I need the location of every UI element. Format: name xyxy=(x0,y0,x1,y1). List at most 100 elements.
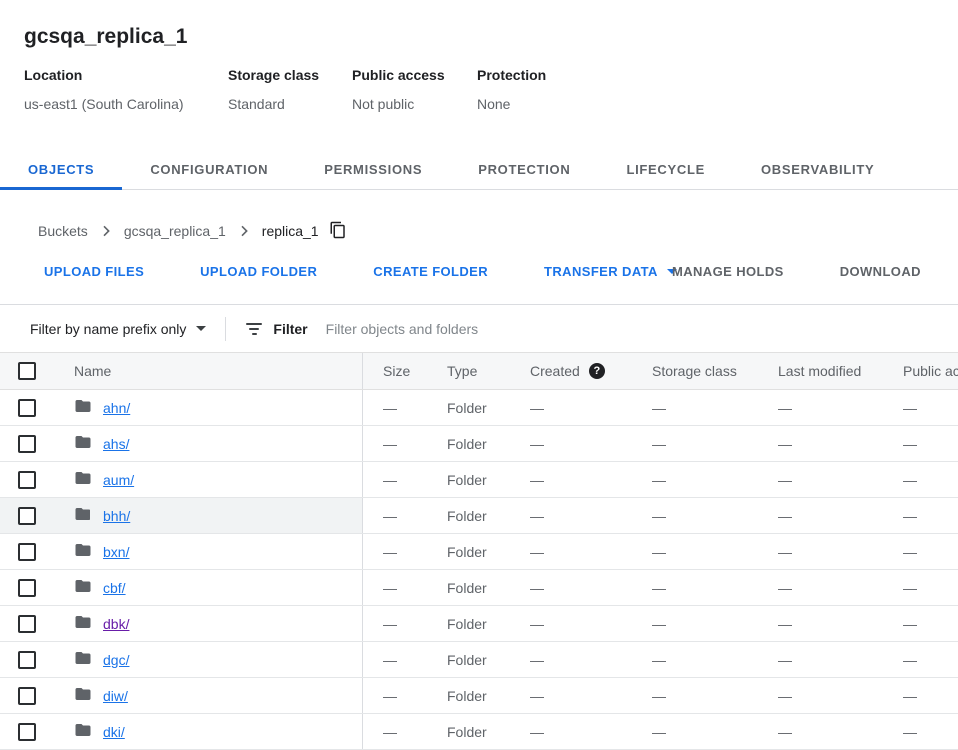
object-link[interactable]: dbk/ xyxy=(103,615,130,632)
row-checkbox[interactable] xyxy=(18,722,36,741)
tab-protection[interactable]: Protection xyxy=(478,162,571,177)
cell-storage-class: — xyxy=(652,507,666,524)
cell-created: — xyxy=(530,507,544,524)
breadcrumb-bucket-link[interactable]: gcsqa_replica_1 xyxy=(123,223,226,239)
row-name-cell: bxn/ xyxy=(90,534,363,569)
row-icon-cell xyxy=(54,462,91,497)
breadcrumb-buckets-link[interactable]: Buckets xyxy=(38,223,88,239)
row-checkbox[interactable] xyxy=(18,434,36,453)
tab-lifecycle[interactable]: Lifecycle xyxy=(626,162,705,177)
cell-type: Folder xyxy=(447,543,487,560)
cell-size: — xyxy=(383,579,397,596)
select-all-checkbox[interactable] xyxy=(18,362,36,380)
object-link[interactable]: bhh/ xyxy=(103,507,131,524)
row-name-cell: diw/ xyxy=(90,678,363,713)
column-header-size: Size xyxy=(383,363,411,379)
meta-label: Location xyxy=(24,67,83,83)
transfer-data-label: Transfer data xyxy=(544,263,658,279)
row-icon-cell xyxy=(54,390,91,425)
object-link[interactable]: aum/ xyxy=(103,471,135,488)
meta-value: Not public xyxy=(352,96,415,112)
tab-configuration[interactable]: Configuration xyxy=(150,162,269,177)
tab-observability[interactable]: Observability xyxy=(760,162,875,177)
row-checkbox-cell xyxy=(0,390,54,425)
row-icon-cell xyxy=(54,678,91,713)
object-link[interactable]: dgc/ xyxy=(103,651,130,668)
row-name-cell: dgc/ xyxy=(90,642,363,677)
meta-value: None xyxy=(477,96,511,112)
object-link[interactable]: ahs/ xyxy=(103,435,130,452)
cell-storage-class: — xyxy=(652,435,666,452)
breadcrumb-current-folder: replica_1 xyxy=(261,223,319,239)
row-checkbox-cell xyxy=(0,462,54,497)
row-icon-cell xyxy=(54,642,91,677)
row-icon-cell xyxy=(54,714,91,749)
folder-icon xyxy=(54,505,92,526)
cell-last-modified: — xyxy=(778,579,792,596)
tab-permissions[interactable]: Permissions xyxy=(324,162,423,177)
table-row: cbf/ — Folder — — — — xyxy=(0,570,958,606)
cell-type: Folder xyxy=(447,687,487,704)
row-name-cell: ahn/ xyxy=(90,390,363,425)
row-checkbox[interactable] xyxy=(18,650,36,669)
table-row: ahs/ — Folder — — — — xyxy=(0,426,958,462)
object-link[interactable]: ahn/ xyxy=(103,399,131,416)
meta-value: us-east1 (South Carolina) xyxy=(24,96,184,112)
cell-size: — xyxy=(383,723,397,740)
object-link[interactable]: cbf/ xyxy=(103,579,126,596)
cell-created: — xyxy=(530,615,544,632)
upload-folder-button[interactable]: Upload folder xyxy=(192,253,325,289)
meta-protection: Protection None xyxy=(477,67,546,112)
cell-storage-class: — xyxy=(652,399,666,416)
cell-public-access: — xyxy=(903,579,917,596)
cell-created: — xyxy=(530,543,544,560)
meta-value: Standard xyxy=(228,96,285,112)
cell-size: — xyxy=(383,507,397,524)
tab-objects[interactable]: Objects xyxy=(0,149,123,190)
arrow-drop-down-icon xyxy=(196,326,207,331)
table-row: diw/ — Folder — — — — xyxy=(0,678,958,714)
cell-created: — xyxy=(530,687,544,704)
row-checkbox[interactable] xyxy=(18,470,36,489)
filter-objects-input[interactable] xyxy=(323,319,648,338)
row-checkbox-cell xyxy=(0,678,54,713)
vertical-divider xyxy=(225,316,227,341)
object-link[interactable]: dki/ xyxy=(103,723,125,740)
cell-last-modified: — xyxy=(778,543,792,560)
row-checkbox[interactable] xyxy=(18,506,36,525)
row-checkbox[interactable] xyxy=(18,686,36,705)
meta-label: Protection xyxy=(477,67,547,83)
chevron-right-icon xyxy=(98,223,114,239)
row-checkbox[interactable] xyxy=(18,614,36,633)
cell-last-modified: — xyxy=(778,723,792,740)
table-row: dgc/ — Folder — — — — xyxy=(0,642,958,678)
transfer-data-button[interactable]: Transfer data xyxy=(536,253,685,289)
meta-label: Public access xyxy=(352,67,445,83)
row-checkbox[interactable] xyxy=(18,398,36,417)
upload-files-button[interactable]: Upload files xyxy=(36,253,152,289)
help-icon[interactable]: ? xyxy=(588,363,605,379)
row-checkbox-cell xyxy=(0,498,54,533)
object-link[interactable]: bxn/ xyxy=(103,543,130,560)
cell-created: — xyxy=(530,723,544,740)
table-row: dbk/ — Folder — — — — xyxy=(0,606,958,642)
row-name-cell: cbf/ xyxy=(90,570,363,605)
cell-public-access: — xyxy=(903,651,917,668)
table-row: dki/ — Folder — — — — xyxy=(0,714,958,750)
object-table-body: ahn/ — Folder — — — — ahs/ — Folder — — … xyxy=(0,390,958,750)
arrow-drop-down-icon xyxy=(666,268,677,274)
manage-holds-button[interactable]: Manage holds xyxy=(664,253,792,289)
create-folder-button[interactable]: Create folder xyxy=(365,253,496,289)
row-checkbox[interactable] xyxy=(18,542,36,561)
cell-last-modified: — xyxy=(778,399,792,416)
chevron-right-icon xyxy=(236,223,252,239)
filter-scope-dropdown[interactable]: Filter by name prefix only xyxy=(30,321,207,337)
row-checkbox[interactable] xyxy=(18,578,36,597)
cell-created: — xyxy=(530,651,544,668)
download-button[interactable]: Download xyxy=(832,253,929,289)
object-link[interactable]: diw/ xyxy=(103,687,128,704)
copy-path-button[interactable] xyxy=(329,221,347,242)
bucket-header: gcsqa_replica_1 Location us-east1 (South… xyxy=(0,0,958,112)
column-header-created: Created ? xyxy=(530,353,632,389)
column-label: Created xyxy=(530,363,580,379)
